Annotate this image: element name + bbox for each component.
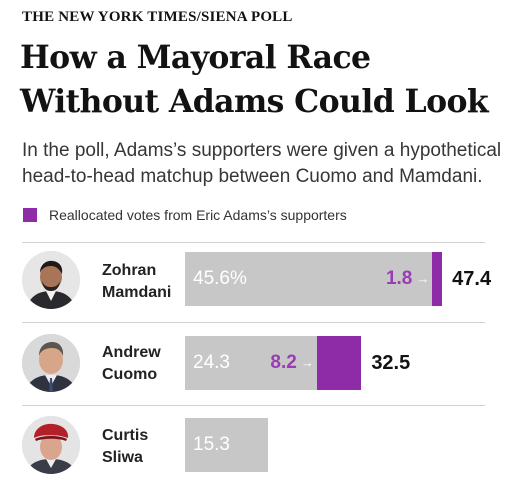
bar-base-cuomo (185, 336, 317, 390)
legend: Reallocated votes from Eric Adams’s supp… (23, 207, 347, 223)
base-value-label-cuomo: 24.3 (193, 352, 230, 373)
avatar-mamdani (22, 251, 80, 309)
legend-swatch (23, 208, 37, 222)
candidate-name-sliwa: Curtis Sliwa (102, 425, 180, 469)
headline-line-2: Without Adams Could Look (20, 83, 489, 120)
avatar-cuomo (22, 334, 80, 392)
arrow-right-icon: → (416, 271, 430, 286)
headline-line-1: How a Mayoral Race (20, 39, 371, 76)
total-value-label-mamdani: 47.4 (452, 268, 492, 290)
candidate-first-name: Zohran (102, 262, 157, 279)
headline: How a Mayoral Race Without Adams Could L… (20, 36, 515, 124)
bar-reallocated-mamdani (432, 252, 443, 306)
row-divider (22, 322, 485, 323)
candidate-name-mamdani: Zohran Mamdani (102, 260, 180, 304)
avatar-sliwa (22, 416, 80, 474)
candidate-first-name: Curtis (102, 427, 149, 444)
kicker: THE NEW YORK TIMES/SIENA POLL (22, 9, 293, 25)
base-value-label-sliwa: 15.3 (193, 434, 230, 455)
total-value-label-cuomo: 32.5 (371, 352, 411, 374)
candidate-last-name: Mamdani (102, 284, 172, 301)
legend-label: Reallocated votes from Eric Adams’s supp… (49, 207, 347, 223)
bar-base-sliwa (185, 418, 268, 472)
bar-base-mamdani (185, 252, 433, 306)
subhead-line-2: head-to-head matchup between Cuomo and M… (22, 166, 483, 187)
candidate-last-name: Cuomo (102, 366, 158, 383)
candidate-last-name: Sliwa (102, 449, 143, 466)
avatar-sliwa-portrait (22, 416, 80, 474)
candidate-first-name: Andrew (102, 344, 161, 361)
row-divider (22, 405, 485, 406)
reallocated-value-label-mamdani: 1.8 (385, 268, 413, 289)
arrow-right-icon: → (300, 355, 314, 370)
subhead-line-1: In the poll, Adams’s supporters were giv… (22, 140, 502, 161)
reallocated-value-label-cuomo: 8.2 (270, 352, 297, 373)
base-value-label-mamdani: 45.6% (193, 268, 247, 289)
row-divider (22, 242, 485, 243)
subhead: In the poll, Adams’s supporters were giv… (22, 138, 512, 190)
avatar-cuomo-portrait (22, 334, 80, 392)
bar-reallocated-cuomo (316, 336, 362, 390)
avatar-mamdani-portrait (22, 251, 80, 309)
candidate-name-cuomo: Andrew Cuomo (102, 342, 180, 386)
